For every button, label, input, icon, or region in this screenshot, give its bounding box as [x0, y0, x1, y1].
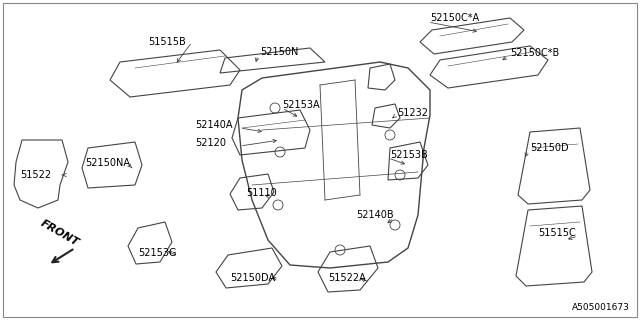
Text: 52153G: 52153G — [138, 248, 177, 258]
Text: 51110: 51110 — [246, 188, 276, 198]
Text: 51522: 51522 — [20, 170, 51, 180]
Text: 52150D: 52150D — [530, 143, 568, 153]
Text: 52150N: 52150N — [260, 47, 298, 57]
Text: 51515B: 51515B — [148, 37, 186, 47]
Text: 52153A: 52153A — [282, 100, 319, 110]
Text: 52150C*A: 52150C*A — [430, 13, 479, 23]
Text: 52153B: 52153B — [390, 150, 428, 160]
Text: 52150C*B: 52150C*B — [510, 48, 559, 58]
Text: A505001673: A505001673 — [572, 303, 630, 312]
Text: 52120: 52120 — [195, 138, 226, 148]
Text: 52150NA: 52150NA — [85, 158, 130, 168]
Text: 51515C: 51515C — [538, 228, 576, 238]
Text: 51232: 51232 — [397, 108, 428, 118]
Text: 52140A: 52140A — [195, 120, 232, 130]
Text: 52140B: 52140B — [356, 210, 394, 220]
Text: 51522A: 51522A — [328, 273, 365, 283]
Text: FRONT: FRONT — [39, 218, 81, 248]
Text: 52150DA: 52150DA — [230, 273, 275, 283]
